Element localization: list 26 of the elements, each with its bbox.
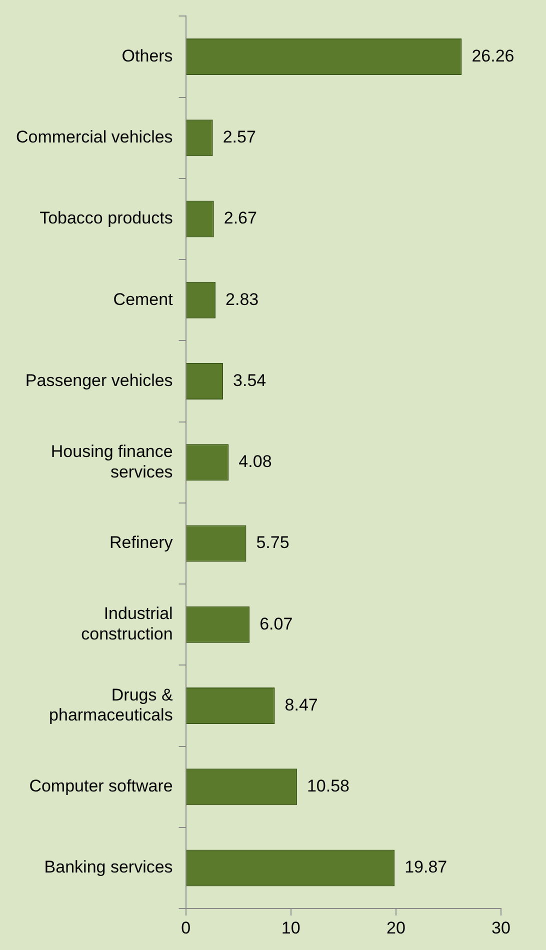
data-label: 10.58 (306, 776, 350, 796)
data-label: 2.67 (224, 208, 257, 228)
data-label: 6.07 (260, 614, 293, 634)
data-label: 19.87 (404, 858, 448, 877)
x-tick-label: 10 (281, 918, 300, 938)
y-tick-label: Housing finance services (50, 442, 173, 482)
x-tick-label: 0 (181, 918, 191, 938)
y-tick-label: Others (122, 46, 173, 66)
y-tick-label: Refinery (110, 533, 174, 552)
y-tick-label: Tobacco products (40, 208, 173, 228)
y-tick-label: Commercial vehicles (16, 128, 173, 147)
y-tick-label: Computer software (29, 776, 173, 796)
x-tick-label: 30 (492, 918, 510, 938)
data-label: 5.75 (256, 533, 290, 552)
x-tick-label: 20 (386, 918, 406, 938)
data-label: 4.08 (238, 452, 272, 472)
data-label: 3.54 (233, 370, 266, 390)
y-tick-label: Industrial construction (81, 604, 173, 644)
data-label: 26.26 (472, 46, 514, 66)
y-tick-label: Drugs & pharmaceuticals (49, 685, 174, 725)
y-tick-label: Banking services (44, 858, 173, 877)
y-tick-label: Passenger vehicles (25, 370, 173, 390)
y-tick-label: Cement (113, 290, 174, 309)
data-label: 2.57 (222, 128, 256, 147)
data-label: 2.83 (226, 290, 259, 309)
data-label: 8.47 (284, 695, 318, 714)
